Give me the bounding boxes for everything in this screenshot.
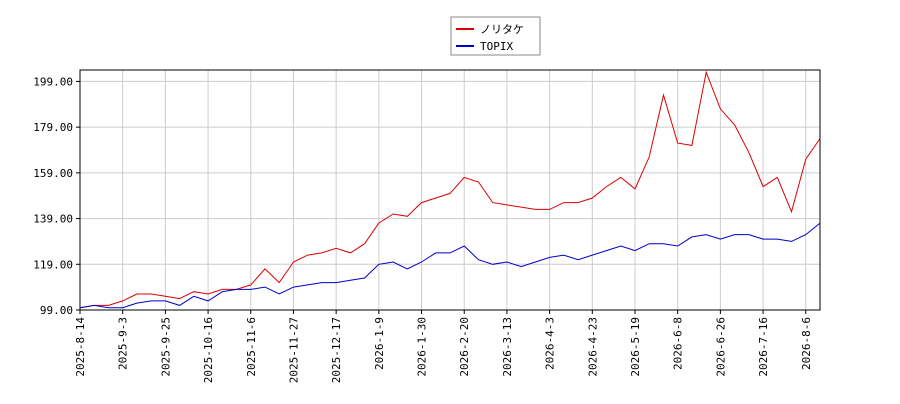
y-tick-label: 139.00 [33,213,73,226]
y-tick-label: 199.00 [33,75,73,88]
x-tick-label: 2025-12-17 [330,317,343,383]
x-tick-label: 2026-4-23 [586,317,599,377]
x-tick-label: 2026-6-26 [714,317,727,377]
x-tick-label: 2026-1-30 [416,317,429,377]
legend [450,16,541,56]
x-tick-label: 2025-9-25 [159,317,172,377]
y-tick-label: 179.00 [33,121,73,134]
x-tick-label: 2025-11-27 [287,317,300,383]
x-tick-label: 2025-10-16 [202,317,215,383]
x-tick-label: 2026-2-20 [458,317,471,377]
legend-box [450,16,541,56]
x-tick-label: 2026-8-6 [800,317,813,370]
x-tick-label: 2026-4-3 [544,317,557,370]
legend-label: TOPIX [480,40,513,53]
plot-area [79,69,821,311]
x-tick-label: 2025-11-6 [245,317,258,377]
plot-border [79,69,821,311]
x-tick-label: 2026-7-16 [757,317,770,377]
series-line [79,70,821,309]
x-tick-label: 2026-1-9 [373,317,386,370]
series-line [79,222,821,309]
y-tick-label: 99.00 [40,304,73,317]
x-tick-label: 2026-6-8 [672,317,685,370]
y-tick-label: 119.00 [33,258,73,271]
legend-label: ノリタケ [480,23,524,36]
x-tick-label: 2025-8-14 [74,317,87,377]
y-tick-label: 159.00 [33,167,73,180]
x-tick-label: 2026-5-19 [629,317,642,377]
x-tick-label: 2025-9-3 [117,317,130,370]
x-tick-label: 2026-3-13 [501,317,514,377]
